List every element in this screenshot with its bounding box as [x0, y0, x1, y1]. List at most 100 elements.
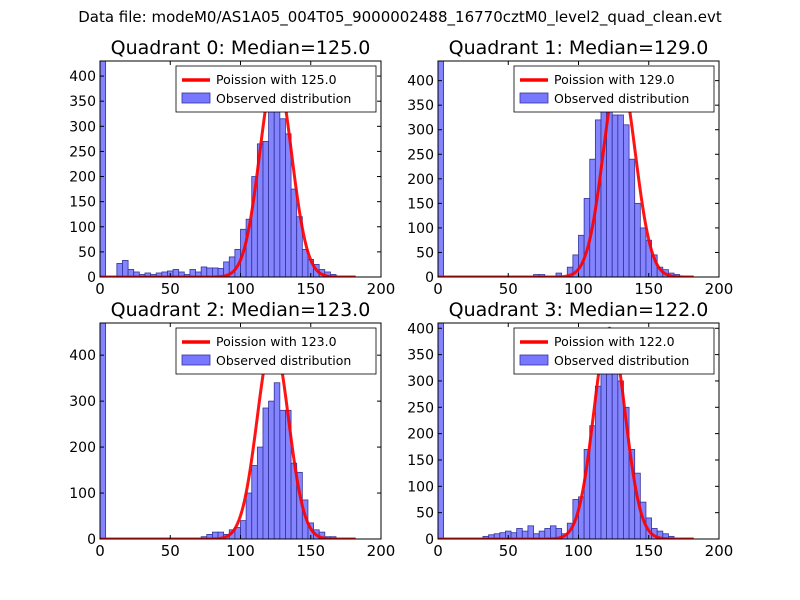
histogram-bar — [285, 133, 292, 277]
y-tick-label: 100 — [407, 221, 434, 237]
histogram-bar — [290, 188, 298, 277]
histogram-bar — [594, 385, 602, 539]
y-tick-label: 400 — [69, 69, 96, 85]
legend-bar-swatch — [181, 354, 211, 366]
histogram-bar — [611, 114, 619, 277]
legend-label-observed: Observed distribution — [216, 91, 351, 106]
panel-title: Quadrant 2: Median=123.0 — [111, 299, 371, 321]
histogram-bar — [634, 202, 641, 277]
x-tick-label: 200 — [367, 542, 396, 560]
y-tick-label: 0 — [87, 270, 96, 286]
histogram-bar — [600, 348, 607, 539]
histogram-bar — [628, 158, 636, 277]
y-tick-label: 50 — [78, 245, 96, 261]
x-tick-label: 150 — [296, 542, 325, 560]
y-tick-label: 100 — [407, 479, 434, 495]
y-tick-label: 300 — [69, 394, 96, 410]
y-tick-label: 150 — [407, 196, 434, 212]
y-tick-label: 0 — [425, 532, 434, 548]
x-tick-label: 100 — [226, 542, 255, 560]
legend-bar-swatch — [519, 92, 549, 104]
y-tick-label: 300 — [407, 374, 434, 390]
x-tick-label: 100 — [564, 542, 593, 560]
poisson-curve — [100, 337, 356, 539]
histogram-bar — [279, 409, 286, 539]
y-tick-label: 100 — [69, 220, 96, 236]
x-tick-label: 50 — [499, 280, 518, 298]
histogram-bar — [617, 114, 624, 277]
poisson-curve — [438, 69, 694, 277]
legend-box — [175, 327, 377, 375]
y-tick-label: 250 — [407, 400, 434, 416]
panel-0-plot-area — [100, 61, 356, 277]
y-tick-label: 100 — [69, 486, 96, 502]
histogram-bar — [438, 61, 445, 277]
y-tick-label: 400 — [407, 321, 434, 337]
y-tick-label: 350 — [407, 98, 434, 114]
histogram-bar — [240, 520, 247, 539]
y-tick-label: 0 — [425, 270, 434, 286]
y-tick-label: 250 — [69, 144, 96, 160]
panel-title: Quadrant 0: Median=125.0 — [111, 37, 371, 59]
legend-box — [175, 65, 377, 113]
histogram-bar — [116, 263, 123, 277]
y-tick-label: 50 — [416, 245, 434, 261]
histogram-bar — [262, 140, 270, 277]
y-tick-label: 200 — [69, 440, 96, 456]
histogram-bar — [527, 525, 534, 539]
figure-title: Data file: modeM0/AS1A05_004T05_90000024… — [78, 8, 722, 26]
y-tick-label: 300 — [69, 119, 96, 135]
x-tick-label: 200 — [705, 542, 734, 560]
y-tick-label: 0 — [87, 532, 96, 548]
x-tick-label: 0 — [95, 542, 105, 560]
legend-bar-swatch — [519, 354, 549, 366]
histogram-bar — [251, 465, 258, 539]
histogram-bar — [256, 446, 264, 539]
legend-box — [513, 65, 715, 113]
y-tick-label: 400 — [407, 74, 434, 90]
x-tick-label: 150 — [296, 280, 325, 298]
x-tick-label: 150 — [634, 542, 663, 560]
legend-label-observed: Observed distribution — [554, 353, 689, 368]
x-tick-label: 200 — [367, 280, 396, 298]
histogram-bar — [273, 382, 281, 539]
histogram-bar — [100, 323, 107, 539]
y-tick-label: 150 — [407, 453, 434, 469]
x-tick-label: 0 — [433, 280, 443, 298]
histogram-bar — [623, 124, 630, 277]
legend-label-poisson: Poission with 125.0 — [216, 72, 337, 87]
x-tick-label: 100 — [564, 280, 593, 298]
y-tick-label: 400 — [69, 348, 96, 364]
x-tick-label: 0 — [95, 280, 105, 298]
histogram-bar — [279, 118, 286, 277]
y-tick-label: 200 — [69, 170, 96, 186]
histogram-bar — [273, 100, 281, 277]
panel-1-plot-area — [438, 61, 694, 277]
y-tick-label: 250 — [407, 147, 434, 163]
poisson-curve — [438, 326, 694, 539]
histogram-bar — [268, 110, 275, 277]
legend-label-observed: Observed distribution — [216, 353, 351, 368]
panel-title: Quadrant 3: Median=122.0 — [449, 299, 709, 321]
legend-label-observed: Observed distribution — [554, 91, 689, 106]
histogram-bar — [268, 400, 275, 539]
histogram-bar — [639, 227, 647, 277]
y-tick-label: 50 — [416, 506, 434, 522]
x-tick-label: 0 — [433, 542, 443, 560]
x-tick-label: 50 — [161, 542, 180, 560]
legend-label-poisson: Poission with 123.0 — [216, 334, 337, 349]
y-tick-label: 350 — [69, 94, 96, 110]
histogram-bar — [578, 234, 585, 277]
y-tick-label: 300 — [407, 123, 434, 139]
x-tick-label: 50 — [161, 280, 180, 298]
histogram-bar — [438, 323, 445, 539]
histogram-bar — [100, 61, 107, 277]
legend-bar-swatch — [181, 92, 211, 104]
x-tick-label: 200 — [705, 280, 734, 298]
x-tick-label: 150 — [634, 280, 663, 298]
legend-label-poisson: Poission with 129.0 — [554, 72, 675, 87]
legend-label-poisson: Poission with 122.0 — [554, 334, 675, 349]
histogram-bar — [245, 492, 253, 539]
y-tick-label: 150 — [69, 195, 96, 211]
x-tick-label: 50 — [499, 542, 518, 560]
